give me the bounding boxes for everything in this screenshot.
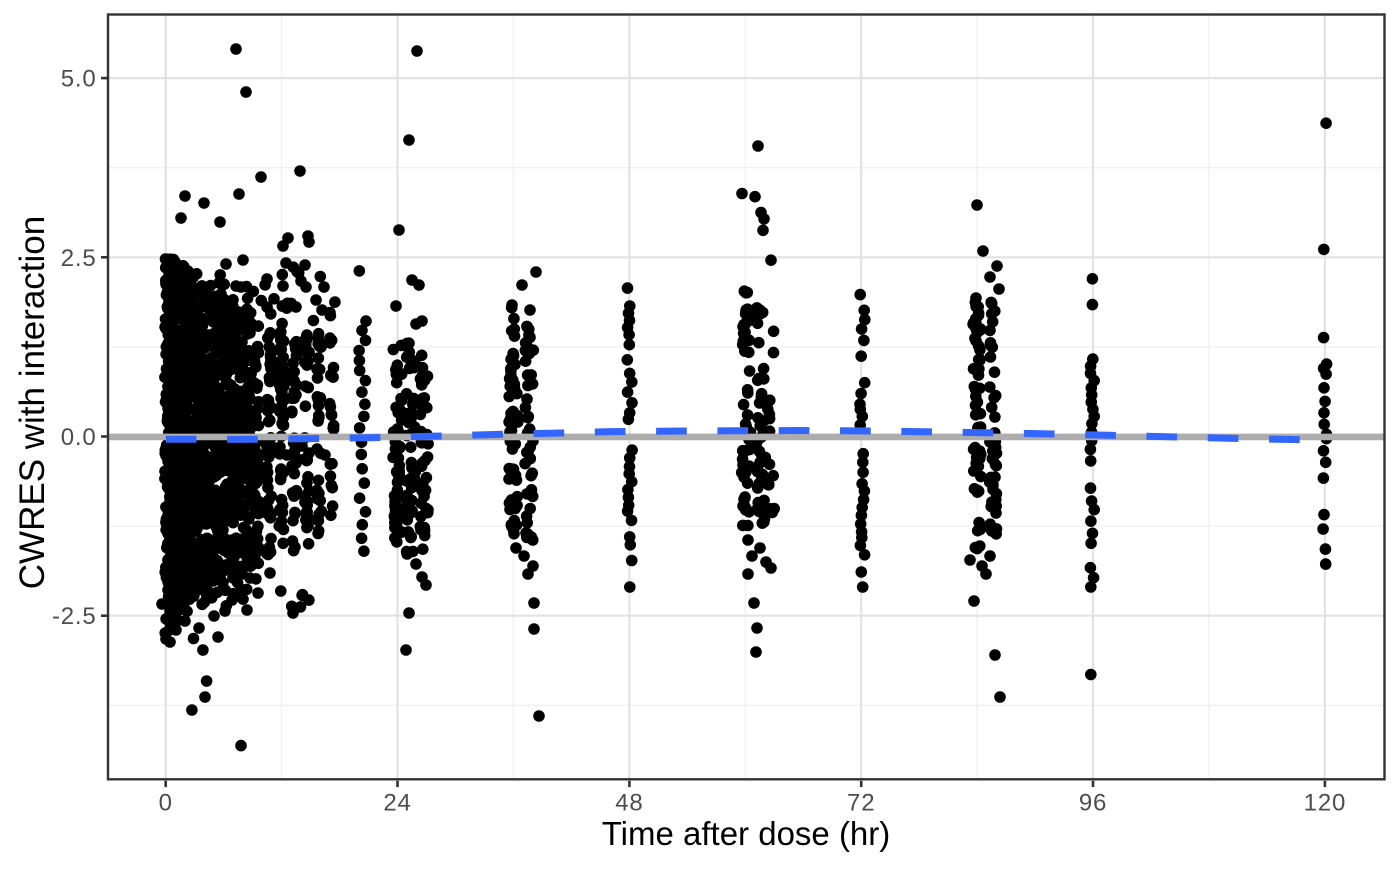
- svg-text:Time after dose (hr): Time after dose (hr): [602, 815, 891, 852]
- svg-text:0.0: 0.0: [61, 424, 97, 451]
- svg-text:72: 72: [847, 790, 875, 817]
- svg-text:48: 48: [615, 790, 643, 817]
- svg-text:5.0: 5.0: [61, 66, 97, 93]
- svg-text:-2.5: -2.5: [52, 603, 97, 630]
- svg-text:120: 120: [1304, 790, 1346, 817]
- svg-text:2.5: 2.5: [61, 245, 97, 272]
- svg-text:0: 0: [159, 790, 173, 817]
- svg-text:CWRES with interaction: CWRES with interaction: [13, 216, 52, 589]
- svg-text:24: 24: [383, 790, 411, 817]
- svg-text:96: 96: [1079, 790, 1107, 817]
